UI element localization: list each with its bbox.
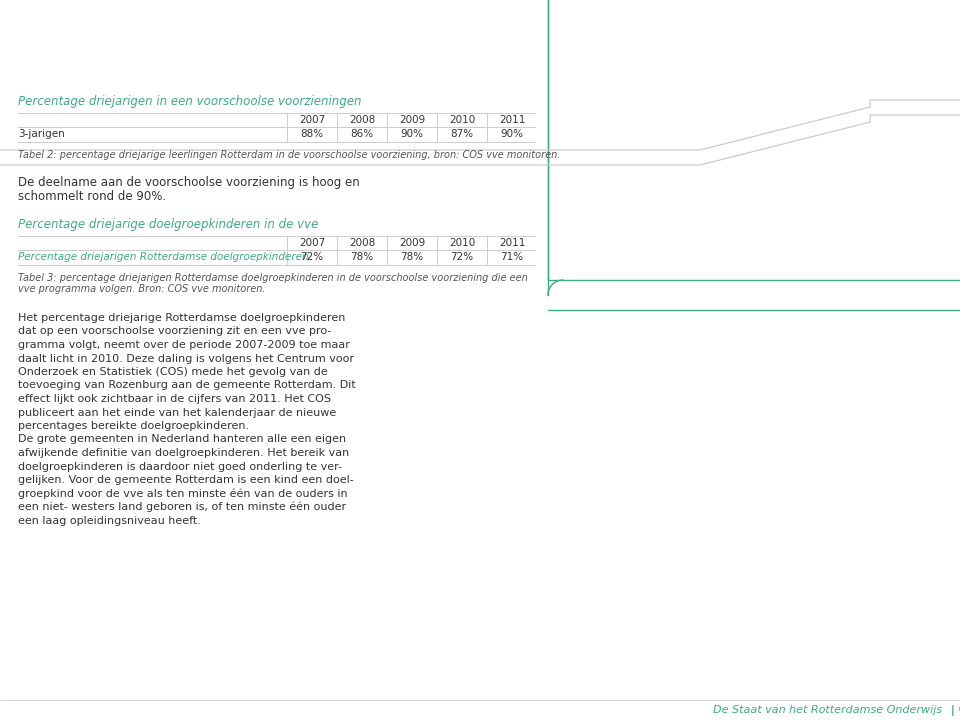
Text: schommelt rond de 90%.: schommelt rond de 90%. <box>18 190 166 203</box>
Text: 90%: 90% <box>500 129 523 139</box>
Text: gramma volgt, neemt over de periode 2007-2009 toe maar: gramma volgt, neemt over de periode 2007… <box>18 340 349 350</box>
Text: De grote gemeenten in Nederland hanteren alle een eigen: De grote gemeenten in Nederland hanteren… <box>18 434 347 444</box>
Text: 2011: 2011 <box>499 238 525 248</box>
Text: 71%: 71% <box>500 252 523 262</box>
Text: percentages bereikte doelgroepkinderen.: percentages bereikte doelgroepkinderen. <box>18 421 250 431</box>
Text: 2011: 2011 <box>499 115 525 125</box>
Text: 2010: 2010 <box>449 115 475 125</box>
Text: 90%: 90% <box>400 129 423 139</box>
Text: 72%: 72% <box>450 252 473 262</box>
Text: | 07: | 07 <box>947 705 960 716</box>
Text: gelijken. Voor de gemeente Rotterdam is een kind een doel-: gelijken. Voor de gemeente Rotterdam is … <box>18 475 353 485</box>
Text: 78%: 78% <box>350 252 373 262</box>
Text: 87%: 87% <box>450 129 473 139</box>
Text: 86%: 86% <box>350 129 373 139</box>
Text: 2007: 2007 <box>299 115 325 125</box>
Text: publiceert aan het einde van het kalenderjaar de nieuwe: publiceert aan het einde van het kalende… <box>18 408 336 418</box>
Text: Percentage driejarigen Rotterdamse doelgroepkinderen: Percentage driejarigen Rotterdamse doelg… <box>18 252 308 262</box>
Text: daalt licht in 2010. Deze daling is volgens het Centrum voor: daalt licht in 2010. Deze daling is volg… <box>18 354 354 364</box>
Text: Tabel 3: percentage driejarigen Rotterdamse doelgroepkinderen in de voorschoolse: Tabel 3: percentage driejarigen Rotterda… <box>18 273 528 283</box>
Text: groepkind voor de vve als ten minste één van de ouders in: groepkind voor de vve als ten minste één… <box>18 488 348 499</box>
Text: 78%: 78% <box>400 252 423 262</box>
Text: een laag opleidingsniveau heeft.: een laag opleidingsniveau heeft. <box>18 516 201 526</box>
Text: De deelname aan de voorschoolse voorziening is hoog en: De deelname aan de voorschoolse voorzien… <box>18 176 360 189</box>
Text: vve programma volgen. Bron: COS vve monitoren.: vve programma volgen. Bron: COS vve moni… <box>18 284 266 294</box>
Text: 2010: 2010 <box>449 238 475 248</box>
Text: Het percentage driejarige Rotterdamse doelgroepkinderen: Het percentage driejarige Rotterdamse do… <box>18 313 346 323</box>
Text: De Staat van het Rotterdamse Onderwijs: De Staat van het Rotterdamse Onderwijs <box>713 705 942 715</box>
Text: afwijkende definitie van doelgroepkinderen. Het bereik van: afwijkende definitie van doelgroepkinder… <box>18 448 349 458</box>
Text: Percentage driejarigen in een voorschoolse voorzieningen: Percentage driejarigen in een voorschool… <box>18 95 362 108</box>
Text: Tabel 2: percentage driejarige leerlingen Rotterdam in de voorschoolse voorzieni: Tabel 2: percentage driejarige leerlinge… <box>18 150 561 160</box>
Text: doelgroepkinderen is daardoor niet goed onderling te ver-: doelgroepkinderen is daardoor niet goed … <box>18 462 342 472</box>
Text: 2008: 2008 <box>348 115 375 125</box>
Text: Percentage driejarige doelgroepkinderen in de vve: Percentage driejarige doelgroepkinderen … <box>18 218 319 231</box>
Text: een niet- westers land geboren is, of ten minste één ouder: een niet- westers land geboren is, of te… <box>18 502 347 513</box>
Text: toevoeging van Rozenburg aan de gemeente Rotterdam. Dit: toevoeging van Rozenburg aan de gemeente… <box>18 380 356 390</box>
Text: dat op een voorschoolse voorziening zit en een vve pro-: dat op een voorschoolse voorziening zit … <box>18 326 331 336</box>
Text: 2007: 2007 <box>299 238 325 248</box>
Text: 2009: 2009 <box>398 238 425 248</box>
Text: 2008: 2008 <box>348 238 375 248</box>
Text: 3-jarigen: 3-jarigen <box>18 129 64 139</box>
Text: 72%: 72% <box>300 252 324 262</box>
Text: 88%: 88% <box>300 129 324 139</box>
Text: Onderzoek en Statistiek (COS) mede het gevolg van de: Onderzoek en Statistiek (COS) mede het g… <box>18 367 327 377</box>
Text: 2009: 2009 <box>398 115 425 125</box>
Text: effect lijkt ook zichtbaar in de cijfers van 2011. Het COS: effect lijkt ook zichtbaar in de cijfers… <box>18 394 331 404</box>
